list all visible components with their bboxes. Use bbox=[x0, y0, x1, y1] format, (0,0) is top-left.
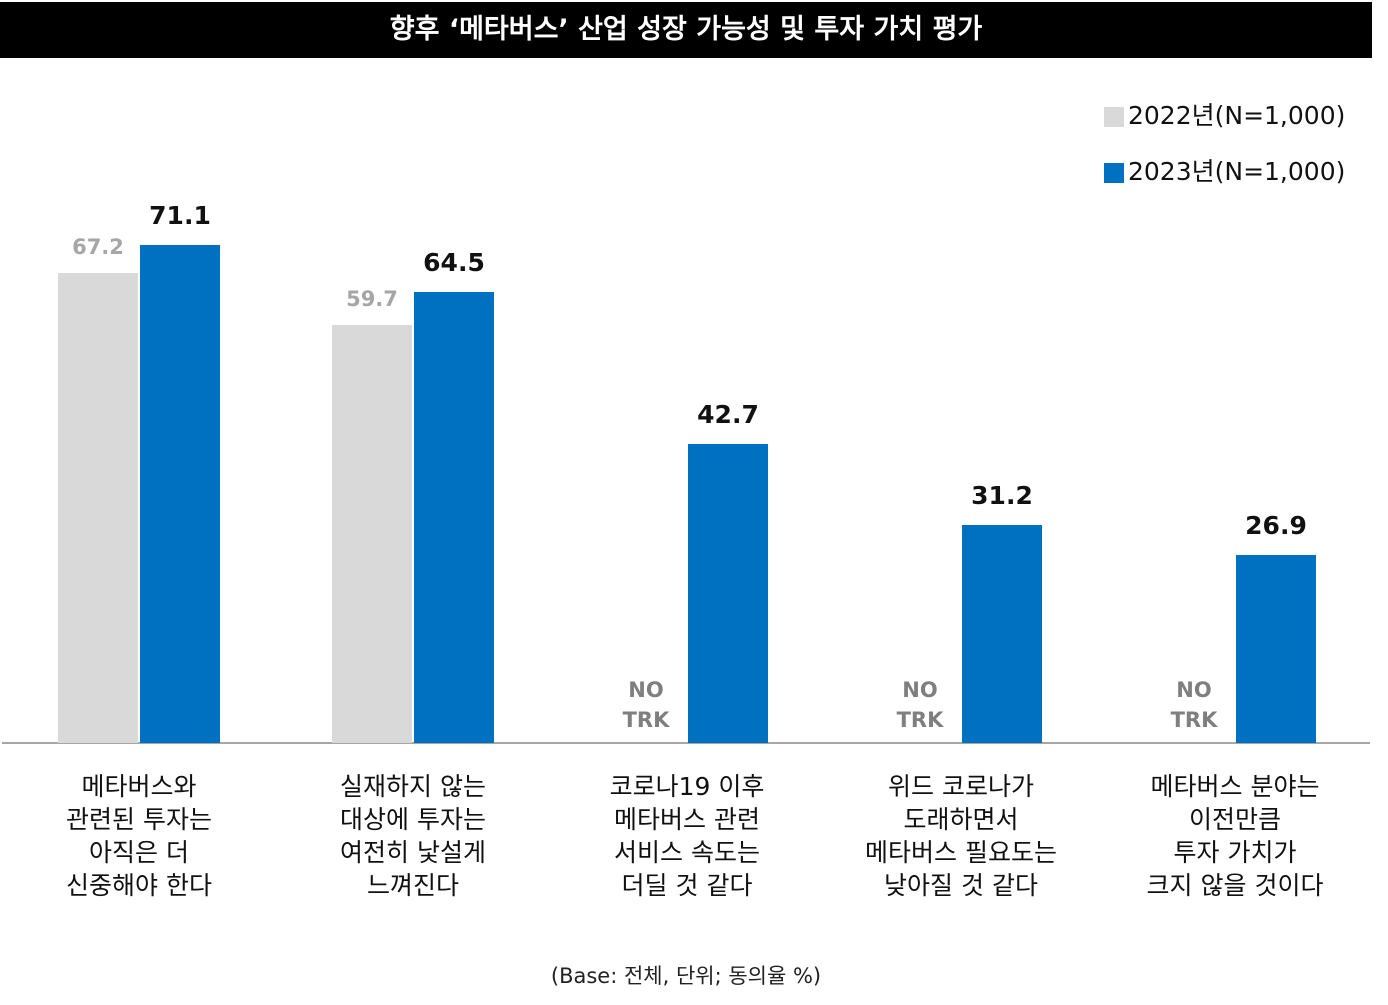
x-tick-label: 실재하지 않는 대상에 투자는 여전히 낯설게 느껴진다 bbox=[340, 772, 486, 900]
x-tick-label: 메타버스와 관련된 투자는 아직은 더 신중해야 한다 bbox=[66, 772, 212, 900]
no-data-label: NO TRK bbox=[1170, 678, 1218, 732]
bar bbox=[140, 245, 220, 743]
bar bbox=[1236, 554, 1316, 743]
baseline bbox=[2, 742, 1370, 744]
chart-title: 향후 ‘메타버스’ 산업 성장 가능성 및 투자 가치 평가 bbox=[389, 14, 983, 45]
legend-label: 2023년(N=1,000) bbox=[1128, 157, 1346, 186]
value-label: 64.5 bbox=[423, 247, 485, 277]
legend-swatch bbox=[1104, 107, 1124, 127]
value-label: 42.7 bbox=[697, 400, 759, 430]
bar bbox=[58, 272, 138, 743]
legend-swatch bbox=[1104, 163, 1124, 183]
value-label: 26.9 bbox=[1245, 510, 1307, 540]
footnote: (Base: 전체, 단위; 동의율 %) bbox=[550, 964, 822, 988]
legend-label: 2022년(N=1,000) bbox=[1128, 101, 1346, 130]
title-bar bbox=[0, 2, 1372, 58]
value-label: 59.7 bbox=[346, 287, 398, 312]
no-data-label: NO TRK bbox=[622, 678, 670, 732]
x-tick-label: 위드 코로나가 도래하면서 메타버스 필요도는 낮아질 것 같다 bbox=[865, 772, 1057, 900]
bar bbox=[962, 524, 1042, 743]
x-tick-label: 메타버스 분야는 이전만큼 투자 가치가 크지 않을 것이다 bbox=[1146, 772, 1324, 900]
bar bbox=[332, 325, 412, 743]
x-tick-label: 코로나19 이후 메타버스 관련 서비스 속도는 더딜 것 같다 bbox=[609, 772, 765, 900]
value-label: 71.1 bbox=[149, 201, 211, 231]
value-label: 31.2 bbox=[971, 480, 1033, 510]
value-label: 67.2 bbox=[72, 234, 124, 259]
no-data-label: NO TRK bbox=[896, 678, 944, 732]
bar bbox=[414, 291, 494, 743]
bar bbox=[688, 444, 768, 743]
